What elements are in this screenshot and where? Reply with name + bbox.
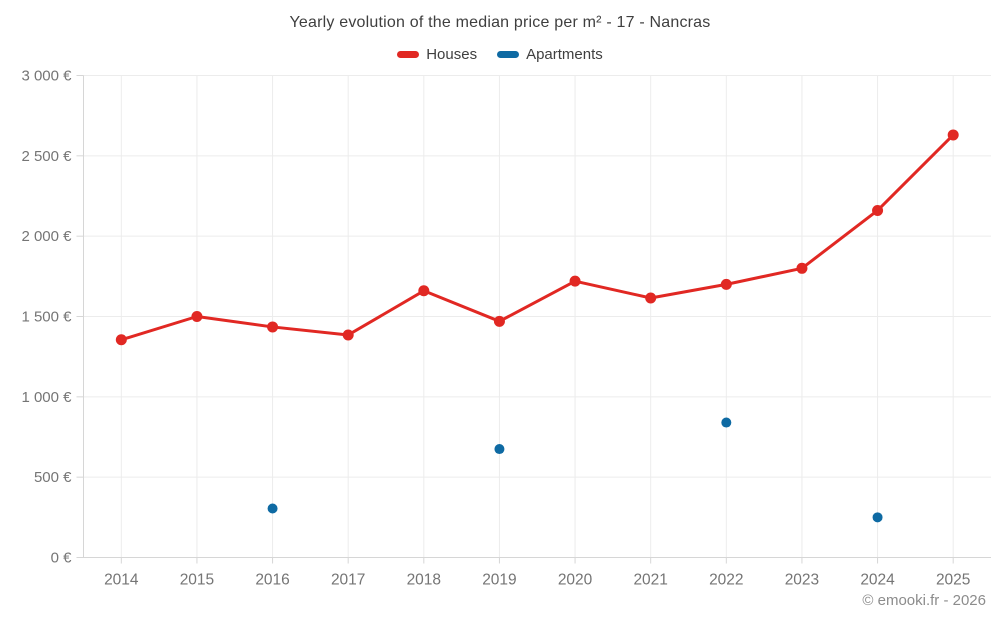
y-axis-label: 1 500 € [21, 309, 72, 326]
apartments-point-2022[interactable] [721, 417, 732, 428]
x-axis-label: 2017 [331, 572, 365, 589]
houses-point-2019[interactable] [493, 315, 505, 327]
y-axis-label: 2 000 € [21, 228, 72, 245]
apartments-point-2016[interactable] [267, 503, 278, 514]
houses-point-2024[interactable] [872, 204, 884, 216]
apartments-point-2019[interactable] [494, 444, 505, 455]
x-axis-label: 2016 [255, 572, 289, 589]
apartments-point-2024[interactable] [872, 512, 883, 523]
y-axis-label: 0 € [51, 550, 73, 567]
houses-point-2020[interactable] [569, 275, 581, 287]
houses-point-2023[interactable] [796, 262, 808, 274]
y-axis-label: 3 000 € [21, 68, 72, 85]
x-axis-label: 2015 [180, 572, 214, 589]
houses-series-swatch-icon [397, 51, 420, 58]
legend-item-houses[interactable]: Houses [397, 46, 477, 63]
apartments-series-swatch-icon [497, 51, 520, 58]
y-axis-label: 1 000 € [21, 389, 72, 406]
x-axis-label: 2019 [482, 572, 516, 589]
x-axis-label: 2025 [936, 572, 970, 589]
houses-point-2015[interactable] [191, 311, 203, 322]
houses-point-2014[interactable] [115, 334, 127, 346]
x-axis-label: 2020 [558, 572, 593, 589]
legend-label-apartments: Apartments [526, 46, 603, 63]
y-axis-label: 500 € [34, 469, 72, 486]
chart-legend: Houses Apartments [0, 46, 1000, 63]
chart-title: Yearly evolution of the median price per… [289, 14, 711, 31]
houses-point-2016[interactable] [267, 321, 279, 333]
x-axis-label: 2018 [407, 572, 441, 589]
houses-point-2018[interactable] [418, 285, 430, 297]
houses-point-2025[interactable] [947, 129, 959, 141]
credit-watermark: © emooki.fr - 2026 [862, 592, 986, 609]
houses-line [119, 133, 955, 342]
x-axis-label: 2024 [860, 572, 895, 589]
legend-item-apartments[interactable]: Apartments [497, 46, 603, 63]
y-axis-label: 2 500 € [21, 148, 72, 165]
x-axis-label: 2021 [633, 572, 667, 589]
houses-point-2022[interactable] [720, 278, 732, 290]
x-axis-label: 2014 [104, 572, 139, 589]
legend-label-houses: Houses [426, 46, 478, 63]
houses-point-2021[interactable] [645, 292, 657, 304]
houses-point-2017[interactable] [342, 329, 354, 341]
x-axis-label: 2022 [709, 572, 743, 589]
x-axis-label: 2023 [785, 572, 819, 589]
